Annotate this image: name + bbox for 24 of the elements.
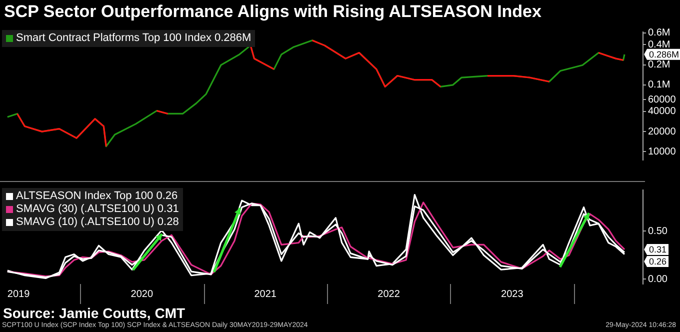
y-tick-label: 0.00 <box>648 274 668 285</box>
y-tick-label: 0.50 <box>648 226 668 237</box>
x-tick-label: 2022 <box>378 288 400 300</box>
y-tick-label: 20000 <box>648 126 676 138</box>
y-tick-label: 0.4M <box>648 39 670 50</box>
x-tick-label: 2021 <box>254 288 277 300</box>
y-tick-label: 0.1M <box>648 80 670 91</box>
legend-label: SMAVG (10) (.ALTSE100 U) 0.28 <box>16 216 179 229</box>
legend-label: Smart Contract Platforms Top 100 Index 0.286M <box>16 32 252 45</box>
legend-label: ALTSEASON Index Top 100 0.26 <box>16 190 178 203</box>
y-tick-label: 40000 <box>648 106 676 118</box>
legend-label: SMAVG (30) (.ALTSE100 U) 0.31 <box>16 203 179 216</box>
y-tick-label: 60000 <box>648 94 676 106</box>
x-tick-label: 2020 <box>130 288 154 300</box>
y-tick-label: 10000 <box>648 146 676 158</box>
text: 0.31 <box>649 244 667 254</box>
y-tick-label: 0.6M <box>648 28 670 39</box>
chart-title: SCP Sector Outperformance Aligns with Rising ALTSEASON Index <box>4 2 542 22</box>
x-tick-label: 2019 <box>7 288 30 300</box>
x-tick-label: 2023 <box>501 288 524 300</box>
source-note: Source: Jamie Coutts, CMT <box>3 305 186 321</box>
text: 0.26 <box>649 256 667 266</box>
text: 0.286M <box>649 49 680 60</box>
y-tick-label: 0.2M <box>648 60 670 71</box>
